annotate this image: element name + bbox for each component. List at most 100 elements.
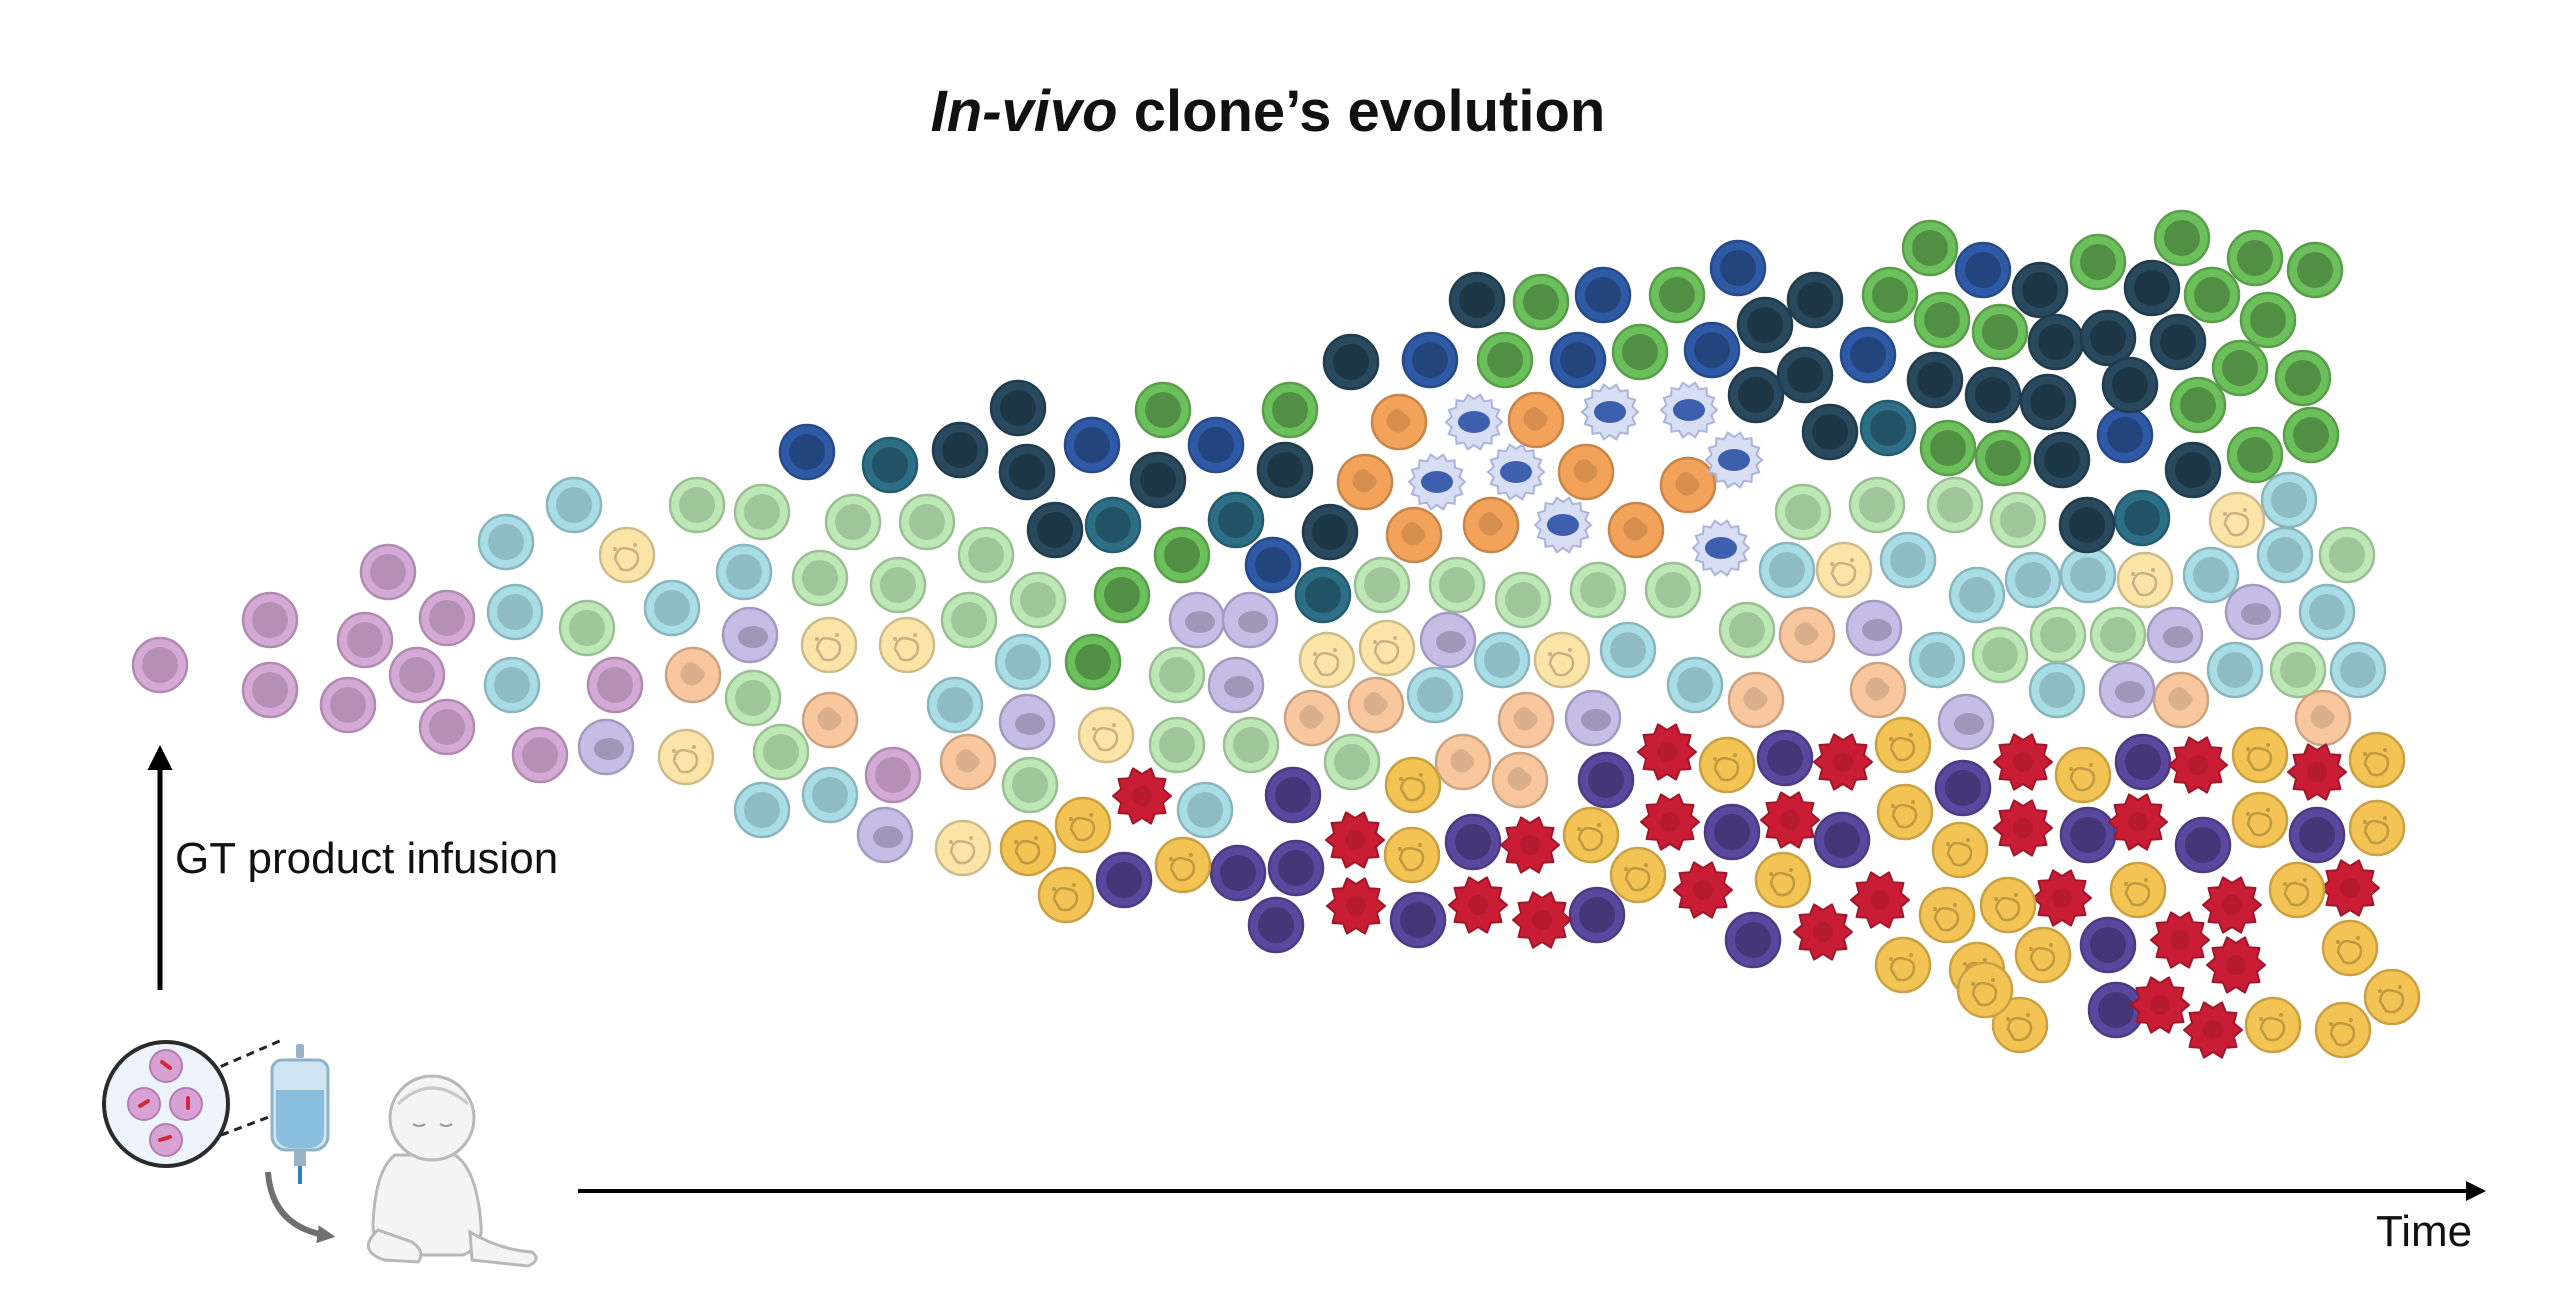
cell-darkteal — [2019, 373, 2077, 431]
cell-paleyellow — [878, 616, 936, 674]
cell-darkblue — [1574, 266, 1632, 324]
cell-lightblue — [2260, 471, 2318, 529]
cell-mast — [1533, 496, 1593, 554]
cell-pink — [131, 636, 189, 694]
cell-lightpurple — [2146, 606, 2204, 664]
cell-gold — [2231, 726, 2289, 784]
cell-lightblue — [1666, 656, 1724, 714]
cell-lightorange — [1283, 689, 1341, 747]
time-axis-label: Time — [2376, 1207, 2473, 1256]
diagram-title: In-vivo clone’s evolution — [0, 78, 2536, 145]
cell-lightgreen — [940, 591, 998, 649]
cell-green — [1648, 266, 1706, 324]
cell-darkteal — [2079, 309, 2137, 367]
cell-darkblue — [1683, 321, 1741, 379]
cell-lightorange — [1849, 661, 1907, 719]
cell-lightgreen — [824, 493, 882, 551]
cell-red — [1640, 793, 1700, 851]
cell-purple — [1724, 911, 1782, 969]
cell-red — [2150, 911, 2210, 969]
cell-lightgreen — [1353, 556, 1411, 614]
cell-gold — [1054, 796, 1112, 854]
iv-bag-icon — [270, 1044, 330, 1184]
cell-green — [2274, 349, 2332, 407]
cell-lightgreen — [1926, 476, 1984, 534]
cell-lightpurple — [998, 693, 1056, 751]
cell-gold — [1698, 736, 1756, 794]
cell-orange — [1462, 496, 1520, 554]
cell-lightblue — [2256, 526, 2314, 584]
cell-green — [1261, 381, 1319, 439]
cell-lightorange — [1491, 751, 1549, 809]
cell-lightblue — [1879, 531, 1937, 589]
cell-lightgreen — [1718, 601, 1776, 659]
cell-red — [2130, 976, 2190, 1034]
cell-gold — [2014, 926, 2072, 984]
cell-green — [2239, 291, 2297, 349]
cell-paleyellow — [1815, 541, 1873, 599]
cell-darkteal — [1964, 366, 2022, 424]
cell-darkteal — [2149, 313, 2207, 371]
cell-darkteal — [2164, 441, 2222, 499]
cell-lightblue — [1473, 631, 1531, 689]
cell-darkteal — [2101, 356, 2159, 414]
cell-darkteal — [1026, 501, 1084, 559]
cell-purple — [1934, 759, 1992, 817]
cell-lightblue — [1948, 566, 2006, 624]
cell-darkteal — [998, 443, 1056, 501]
cell-pink — [359, 543, 417, 601]
cell-green — [1901, 219, 1959, 277]
cell-darkteal — [1906, 351, 1964, 409]
cell-lightblue — [1176, 781, 1234, 839]
cell-lightorange — [939, 733, 997, 791]
cell-green — [1153, 526, 1211, 584]
cell-lightgreen — [558, 599, 616, 657]
cell-gold — [1876, 783, 1934, 841]
cell-darkteal — [2058, 496, 2116, 554]
cell-mast — [1444, 393, 1504, 451]
cell-lightorange — [1434, 733, 1492, 791]
cell-darkteal — [1322, 333, 1380, 391]
cell-lightorange — [801, 691, 859, 749]
cell-pink — [418, 589, 476, 647]
cell-lightgreen — [752, 723, 810, 781]
cell-red — [2320, 859, 2380, 917]
cell-gold — [1154, 836, 1212, 894]
cell-lightgreen — [724, 669, 782, 727]
cell-green — [2226, 229, 2284, 287]
cell-lightgreen — [1009, 571, 1067, 629]
cell-red — [1512, 891, 1572, 949]
cell-darkteal — [1736, 296, 1794, 354]
cell-lightblue — [545, 476, 603, 534]
cell-orange — [1659, 456, 1717, 514]
cell-purple — [1703, 803, 1761, 861]
cell-red — [1325, 811, 1385, 869]
cell-purple — [1813, 811, 1871, 869]
cell-gold — [1918, 886, 1976, 944]
cell-lightorange — [1727, 671, 1785, 729]
cell-darkblue — [1401, 331, 1459, 389]
cell-lightpurple — [721, 606, 779, 664]
cell-lightblue — [643, 579, 701, 637]
cell-purple — [1247, 896, 1305, 954]
cell-lightgreen — [898, 493, 956, 551]
cell-green — [2153, 209, 2211, 267]
cell-lightgreen — [1148, 716, 1206, 774]
cell-gold — [999, 819, 1057, 877]
cell-purple — [2079, 916, 2137, 974]
cell-lightpurple — [1937, 693, 1995, 751]
cell-lightpurple — [1564, 689, 1622, 747]
cell-purple — [1444, 813, 1502, 871]
cell-lightblue — [477, 513, 535, 571]
cell-paleyellow — [1298, 631, 1356, 689]
cell-green — [2169, 376, 2227, 434]
cell-pink — [864, 746, 922, 804]
cell-gold — [1754, 851, 1812, 909]
cell-green — [2211, 339, 2269, 397]
cell-lightblue — [994, 633, 1052, 691]
cell-zoom-icon — [102, 1038, 283, 1168]
cell-teal — [1294, 566, 1352, 624]
cell-red — [1448, 876, 1508, 934]
cell-red — [2287, 743, 2347, 801]
